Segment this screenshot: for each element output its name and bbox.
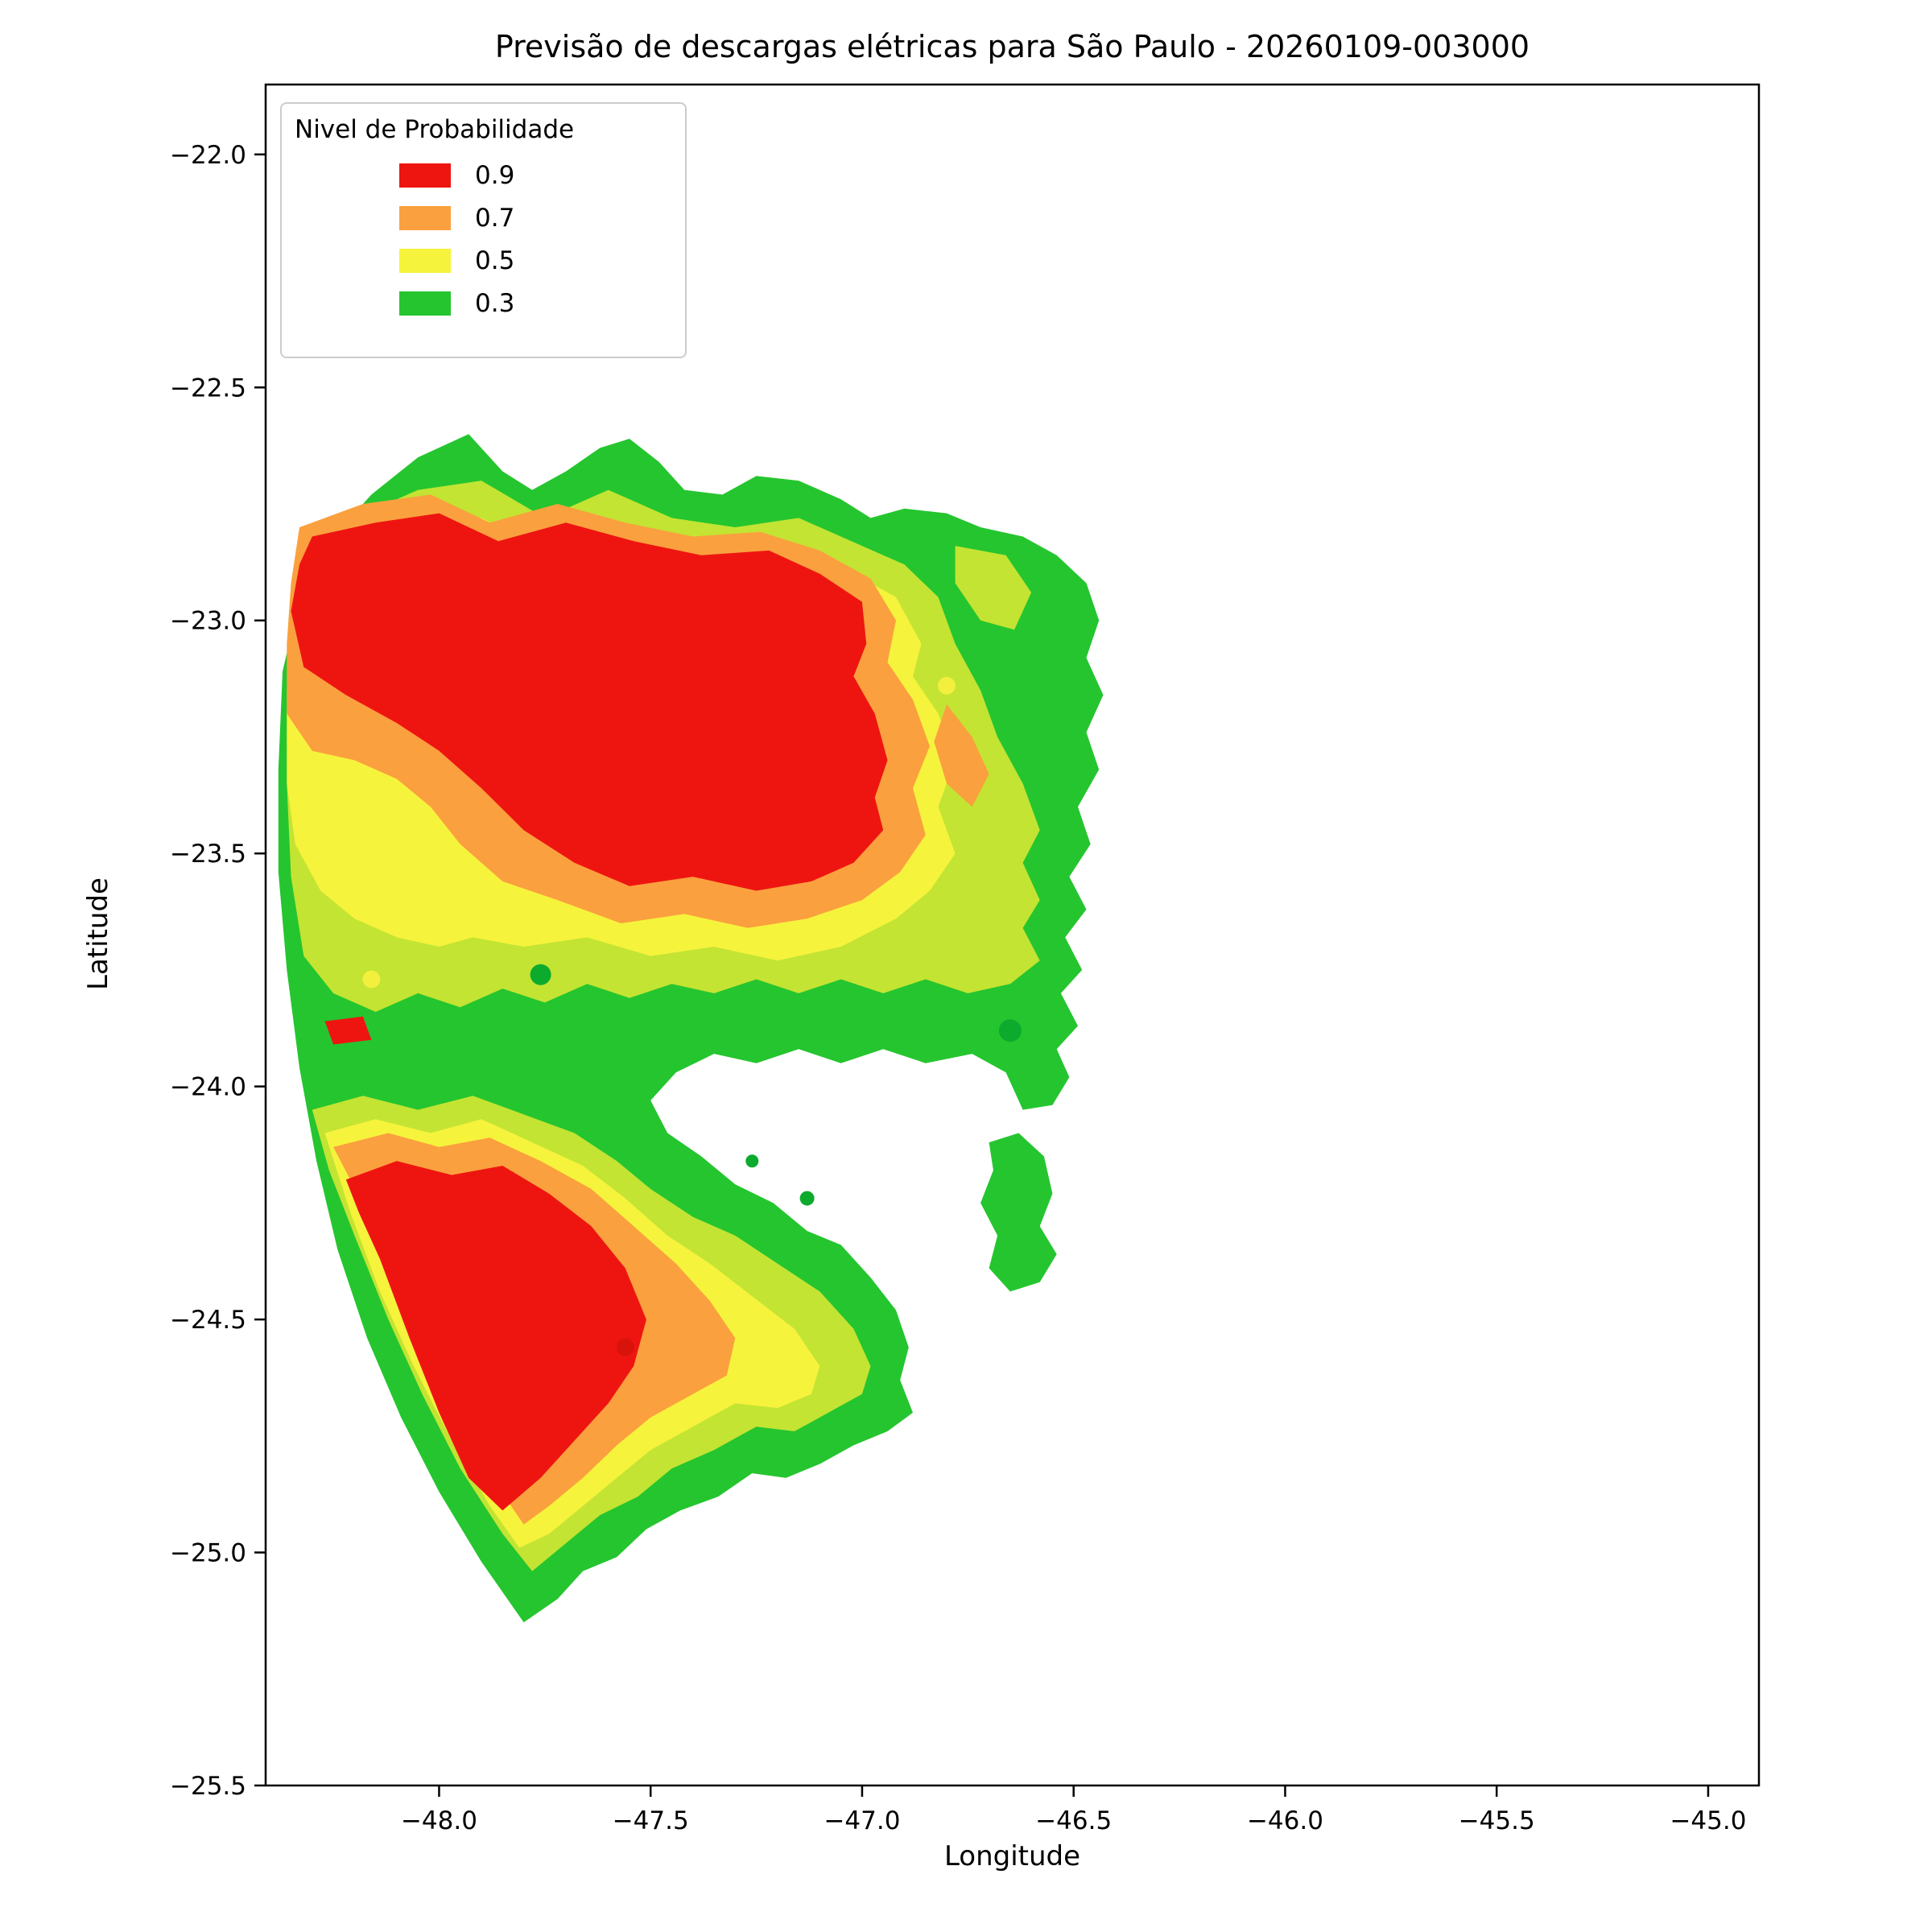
point-marker-1 <box>362 970 381 989</box>
legend-swatch-yellow <box>399 248 451 273</box>
legend-entry: 0.7 <box>295 196 685 239</box>
x-axis-label: Longitude <box>943 1840 1081 1872</box>
region-orange-streak-east <box>934 704 989 807</box>
legend-entry: 0.3 <box>295 282 685 324</box>
region-red-fragment-west <box>324 1016 372 1045</box>
axes-frame <box>264 83 1761 1787</box>
legend-entry: 0.9 <box>295 154 685 196</box>
y-tick-label: −25.0 <box>170 1539 246 1568</box>
x-tick-label: −47.5 <box>613 1806 689 1835</box>
legend-swatch-red <box>399 163 451 188</box>
legend-label: 0.7 <box>475 203 515 233</box>
point-marker-6 <box>616 1338 634 1356</box>
legend-label: 0.5 <box>475 246 515 275</box>
legend-label: 0.9 <box>475 160 515 190</box>
point-marker-0 <box>938 676 956 695</box>
y-tick-label: −25.5 <box>170 1772 246 1801</box>
legend-title: Nivel de Probabilidade <box>295 115 575 144</box>
y-tick-label: −22.0 <box>170 141 246 170</box>
chart-title: Previsão de descargas elétricas para São… <box>494 29 1530 64</box>
legend-swatch-orange <box>399 205 451 230</box>
y-axis-label: Latitude <box>82 877 114 990</box>
x-tick-label: −47.0 <box>824 1806 900 1835</box>
x-tick-label: −48.0 <box>401 1806 477 1835</box>
contour-layers <box>278 434 1104 1623</box>
x-tick-label: −45.0 <box>1670 1806 1746 1835</box>
point-marker-4 <box>745 1154 759 1168</box>
region-yellowgreen-northeast-patch <box>955 546 1032 630</box>
region-red-core-south <box>345 1161 646 1511</box>
y-tick-label: −24.5 <box>170 1306 246 1335</box>
x-tick-label: −46.5 <box>1035 1806 1112 1835</box>
point-marker-2 <box>530 964 551 985</box>
y-tick-label: −23.0 <box>170 607 246 636</box>
y-tick-label: −23.5 <box>170 840 246 869</box>
legend-label: 0.3 <box>475 288 515 318</box>
region-red-core-north <box>291 513 888 891</box>
legend: Nivel de Probabilidade 0.9 0.7 0.5 0.3 <box>280 102 687 358</box>
y-tick-label: −22.5 <box>170 374 246 402</box>
x-tick-label: −45.5 <box>1459 1806 1535 1835</box>
point-marker-5 <box>799 1191 815 1206</box>
point-marker-3 <box>998 1019 1022 1042</box>
legend-swatch-green <box>399 291 451 316</box>
y-tick-label: −24.0 <box>170 1073 246 1102</box>
x-tick-label: −46.0 <box>1247 1806 1323 1835</box>
legend-entry: 0.5 <box>295 239 685 282</box>
region-green-island-east <box>980 1133 1057 1292</box>
